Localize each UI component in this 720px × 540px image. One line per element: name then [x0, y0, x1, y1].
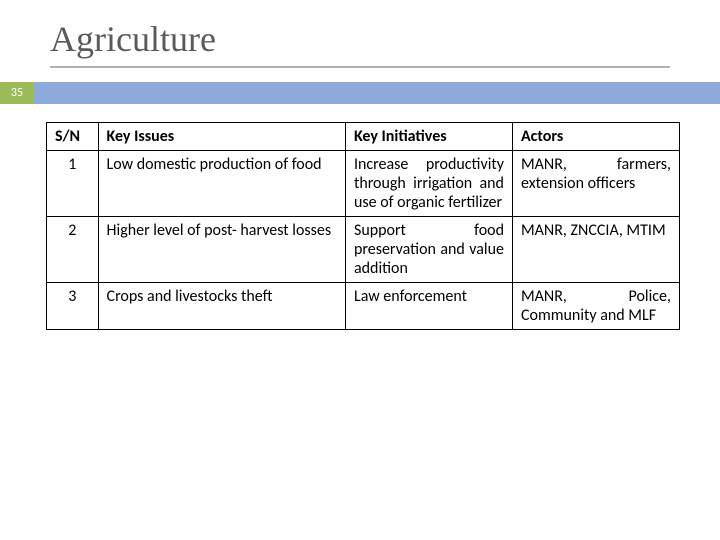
cell-actors: MANR, ZNCCIA, MTIM [512, 217, 679, 283]
table-row: 1 Low domestic production of food Increa… [47, 151, 680, 217]
cell-sn: 2 [47, 217, 99, 283]
cell-issues: Crops and livestocks theft [98, 283, 345, 330]
col-header-sn: S/N [47, 123, 99, 151]
page-title: Agriculture [0, 0, 720, 66]
col-header-initiatives: Key Initiatives [345, 123, 512, 151]
table-row: 3 Crops and livestocks theft Law enforce… [47, 283, 680, 330]
title-underline [50, 66, 670, 68]
slide-accent-bar: 35 [0, 82, 720, 104]
table-header-row: S/N Key Issues Key Initiatives Actors [47, 123, 680, 151]
cell-actors: MANR, farmers, extension officers [512, 151, 679, 217]
agriculture-table: S/N Key Issues Key Initiatives Actors 1 … [46, 122, 680, 330]
cell-initiatives: Support food preservation and value addi… [345, 217, 512, 283]
table-row: 2 Higher level of post- harvest losses S… [47, 217, 680, 283]
cell-issues: Low domestic production of food [98, 151, 345, 217]
cell-sn: 3 [47, 283, 99, 330]
cell-issues: Higher level of post- harvest losses [98, 217, 345, 283]
slide-number-badge: 35 [0, 82, 34, 104]
col-header-issues: Key Issues [98, 123, 345, 151]
cell-initiatives: Increase productivity through irrigation… [345, 151, 512, 217]
table-container: S/N Key Issues Key Initiatives Actors 1 … [0, 104, 720, 330]
slide-bar-fill [34, 82, 720, 104]
cell-actors: MANR, Police, Community and MLF [512, 283, 679, 330]
cell-sn: 1 [47, 151, 99, 217]
cell-initiatives: Law enforcement [345, 283, 512, 330]
col-header-actors: Actors [512, 123, 679, 151]
